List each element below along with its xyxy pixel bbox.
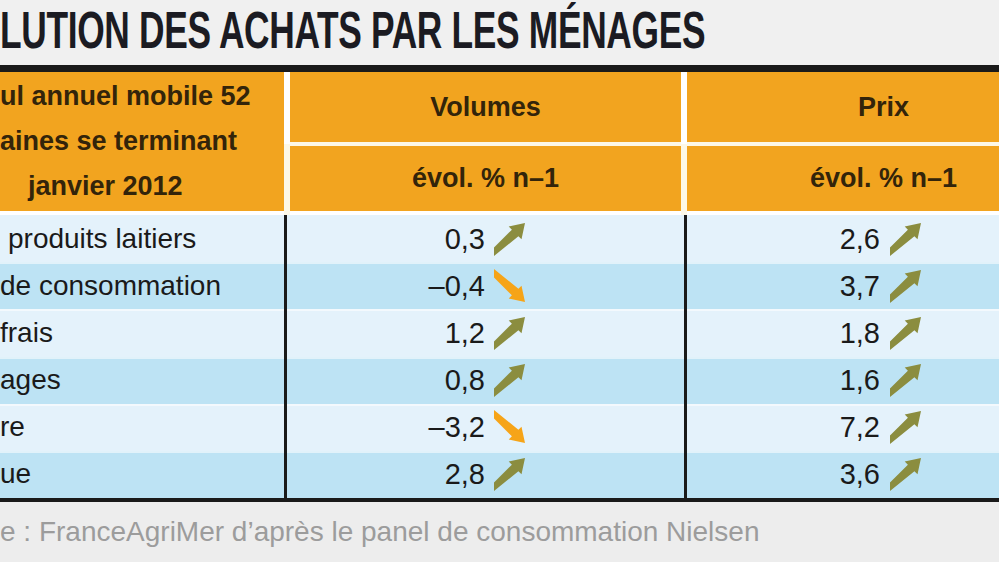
prix-column-subheader: évol. % n–1 — [687, 146, 999, 211]
volumes-column-subheader: évol. % n–1 — [290, 146, 681, 211]
source-text: e : FranceAgriMer d’après le panel de co… — [0, 516, 760, 548]
table-row: frais 1,2 1,8 — [0, 309, 999, 356]
top-rule — [0, 65, 999, 72]
table-row: produits laitiers 0,3 2,6 — [0, 215, 999, 262]
row-label: de consommation — [0, 270, 221, 302]
source-band: e : FranceAgriMer d’après le panel de co… — [0, 502, 999, 562]
table-row: de consommation –0,4 3,7 — [0, 262, 999, 309]
row-label: ages — [0, 364, 61, 396]
prix-value: 3,7 — [840, 269, 880, 302]
trend-up-arrow-icon — [888, 457, 922, 491]
trend-up-arrow-icon — [492, 316, 526, 350]
table-row: ages 0,8 1,6 — [0, 357, 999, 404]
prix-column-header: Prix — [687, 72, 999, 142]
volumes-column-header: Volumes — [290, 72, 681, 142]
row-label: ue — [0, 458, 31, 490]
column-divider-line — [684, 215, 687, 498]
table-row: ue 2,8 3,6 — [0, 451, 999, 498]
prix-value: 2,6 — [840, 222, 880, 255]
header-period-line-2: aines se terminant — [0, 119, 284, 164]
trend-up-arrow-icon — [888, 269, 922, 303]
row-label: produits laitiers — [8, 223, 196, 255]
trend-down-arrow-icon — [492, 269, 526, 303]
row-label: re — [0, 411, 25, 443]
table-body: produits laitiers 0,3 2,6 de consommatio… — [0, 215, 999, 498]
trend-down-arrow-icon — [492, 410, 526, 444]
header-period-cell: ul annuel mobile 52 aines se terminant j… — [0, 72, 284, 211]
page-title: LUTION DES ACHATS PAR LES MÉNAGES — [0, 0, 705, 63]
volumes-value: 2,8 — [445, 458, 485, 491]
table-row: re –3,2 7,2 — [0, 404, 999, 451]
trend-up-arrow-icon — [492, 457, 526, 491]
column-divider-line — [284, 215, 287, 498]
table-header: ul annuel mobile 52 aines se terminant j… — [0, 72, 999, 211]
prix-value: 3,6 — [840, 458, 880, 491]
volumes-value: 0,3 — [445, 222, 485, 255]
trend-up-arrow-icon — [492, 222, 526, 256]
volumes-value: –3,2 — [429, 411, 485, 444]
trend-up-arrow-icon — [888, 363, 922, 397]
volumes-column-header-cell: Volumes évol. % n–1 — [290, 72, 681, 211]
volumes-value: 0,8 — [445, 364, 485, 397]
volumes-value: –0,4 — [429, 269, 485, 302]
header-period-line-1: ul annuel mobile 52 — [0, 74, 284, 119]
trend-up-arrow-icon — [492, 363, 526, 397]
title-band: LUTION DES ACHATS PAR LES MÉNAGES — [0, 0, 999, 65]
trend-up-arrow-icon — [888, 410, 922, 444]
row-label: frais — [0, 317, 53, 349]
prix-column-header-cell: Prix évol. % n–1 — [687, 72, 999, 211]
trend-up-arrow-icon — [888, 222, 922, 256]
trend-up-arrow-icon — [888, 316, 922, 350]
prix-value: 1,6 — [840, 364, 880, 397]
header-period-line-3: janvier 2012 — [0, 164, 284, 209]
prix-value: 1,8 — [840, 316, 880, 349]
prix-value: 7,2 — [840, 411, 880, 444]
household-purchases-infographic: LUTION DES ACHATS PAR LES MÉNAGES ul ann… — [0, 0, 999, 562]
volumes-value: 1,2 — [445, 316, 485, 349]
